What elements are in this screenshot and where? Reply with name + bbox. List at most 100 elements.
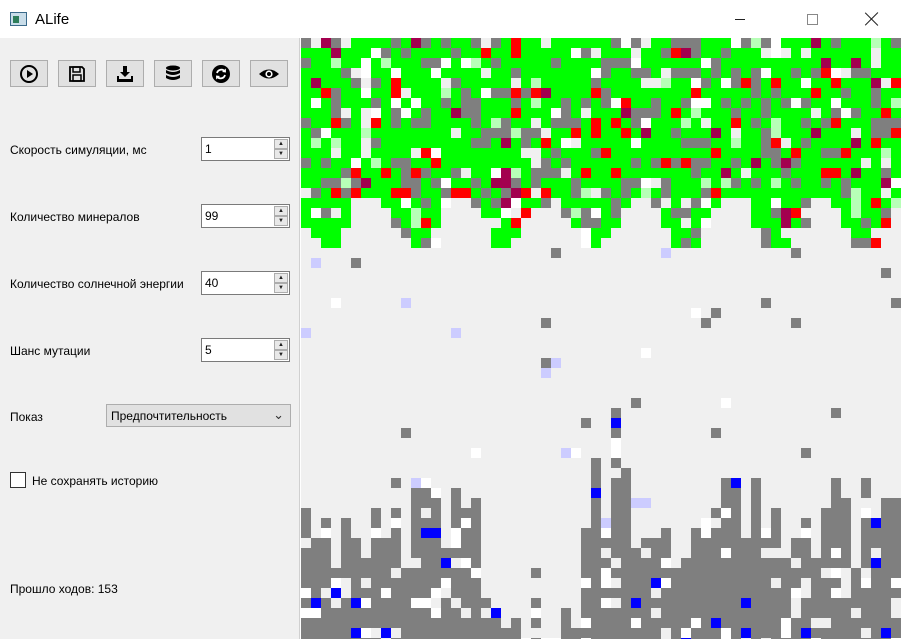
grid-cell [761, 238, 771, 248]
grid-cell [371, 58, 381, 68]
grid-cell [711, 68, 721, 78]
grid-cell [731, 48, 741, 58]
save-button[interactable] [58, 60, 96, 87]
grid-cell [741, 128, 751, 138]
minerals-spinbox[interactable]: 99 ▲ ▼ [201, 204, 290, 228]
mutation-value[interactable]: 5 [205, 343, 212, 357]
spin-up-icon[interactable]: ▲ [274, 139, 288, 149]
grid-cell [321, 98, 331, 108]
display-select[interactable]: Предпочтительность ⌄ [106, 404, 291, 427]
grid-cell [831, 78, 841, 88]
grid-cell [321, 158, 331, 168]
grid-cell [331, 298, 341, 308]
grid-cell [581, 178, 591, 188]
grid-cell [591, 148, 601, 158]
grid-cell [771, 48, 781, 58]
grid-cell [501, 138, 511, 148]
grid-cell [681, 578, 691, 588]
grid-cell [381, 588, 391, 598]
maximize-button[interactable] [789, 0, 835, 38]
grid-cell [301, 508, 311, 518]
grid-cell [381, 558, 391, 568]
grid-cell [741, 598, 751, 608]
grid-cell [891, 558, 901, 568]
grid-cell [561, 58, 571, 68]
grid-cell [751, 488, 761, 498]
grid-cell [451, 158, 461, 168]
grid-cell [351, 118, 361, 128]
grid-cell [681, 148, 691, 158]
grid-cell [871, 178, 881, 188]
grid-cell [371, 508, 381, 518]
grid-cell [591, 478, 601, 488]
grid-cell [471, 78, 481, 88]
grid-cell [421, 228, 431, 238]
grid-cell [661, 548, 671, 558]
grid-cell [451, 148, 461, 158]
grid-cell [321, 58, 331, 68]
spin-down-icon[interactable]: ▼ [274, 149, 288, 159]
grid-cell [461, 598, 471, 608]
grid-cell [671, 198, 681, 208]
grid-cell [731, 158, 741, 168]
database-button[interactable] [154, 60, 192, 87]
grid-cell [791, 48, 801, 58]
grid-cell [481, 208, 491, 218]
spin-up-icon[interactable]: ▲ [274, 273, 288, 283]
grid-cell [301, 588, 311, 598]
grid-cell [601, 168, 611, 178]
grid-cell [411, 158, 421, 168]
grid-cell [801, 138, 811, 148]
grid-cell [671, 148, 681, 158]
grid-cell [331, 588, 341, 598]
grid-cell [391, 78, 401, 88]
grid-cell [361, 588, 371, 598]
grid-cell [341, 548, 351, 558]
grid-cell [801, 78, 811, 88]
grid-cell [651, 618, 661, 628]
minimize-button[interactable] [717, 0, 763, 38]
solar-spinbox[interactable]: 40 ▲ ▼ [201, 271, 290, 295]
grid-cell [571, 448, 581, 458]
history-checkbox[interactable] [10, 472, 26, 488]
grid-cell [711, 178, 721, 188]
spin-down-icon[interactable]: ▼ [274, 350, 288, 360]
grid-cell [301, 558, 311, 568]
spin-down-icon[interactable]: ▼ [274, 216, 288, 226]
grid-cell [881, 628, 891, 638]
grid-cell [861, 98, 871, 108]
view-button[interactable] [250, 60, 288, 87]
spin-up-icon[interactable]: ▲ [274, 340, 288, 350]
grid-cell [341, 58, 351, 68]
grid-cell [841, 38, 851, 48]
grid-cell [611, 508, 621, 518]
grid-cell [631, 78, 641, 88]
spin-up-icon[interactable]: ▲ [274, 206, 288, 216]
grid-cell [531, 48, 541, 58]
grid-cell [611, 78, 621, 88]
spin-down-icon[interactable]: ▼ [274, 283, 288, 293]
close-button[interactable] [849, 0, 895, 38]
speed-value[interactable]: 1 [205, 142, 212, 156]
play-button[interactable] [10, 60, 48, 87]
grid-cell [441, 558, 451, 568]
grid-cell [841, 598, 851, 608]
grid-cell [801, 108, 811, 118]
reset-button[interactable] [202, 60, 240, 87]
grid-cell [601, 48, 611, 58]
grid-cell [461, 128, 471, 138]
minerals-value[interactable]: 99 [205, 209, 219, 223]
grid-cell [841, 198, 851, 208]
grid-cell [781, 628, 791, 638]
solar-value[interactable]: 40 [205, 276, 219, 290]
world-grid[interactable] [301, 38, 901, 639]
grid-cell [371, 138, 381, 148]
speed-spinbox[interactable]: 1 ▲ ▼ [201, 137, 290, 161]
load-button[interactable] [106, 60, 144, 87]
grid-cell [831, 598, 841, 608]
grid-cell [841, 528, 851, 538]
grid-cell [771, 128, 781, 138]
grid-cell [801, 168, 811, 178]
grid-cell [341, 138, 351, 148]
mutation-spinbox[interactable]: 5 ▲ ▼ [201, 338, 290, 362]
